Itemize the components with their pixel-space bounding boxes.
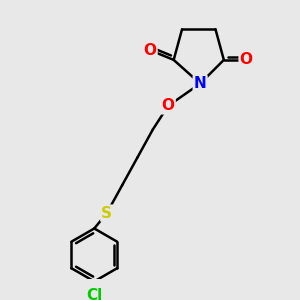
Text: O: O	[162, 98, 175, 113]
Text: Cl: Cl	[86, 288, 102, 300]
Text: O: O	[143, 43, 157, 58]
Text: N: N	[194, 76, 206, 91]
Text: S: S	[101, 206, 112, 221]
Text: O: O	[240, 52, 253, 68]
